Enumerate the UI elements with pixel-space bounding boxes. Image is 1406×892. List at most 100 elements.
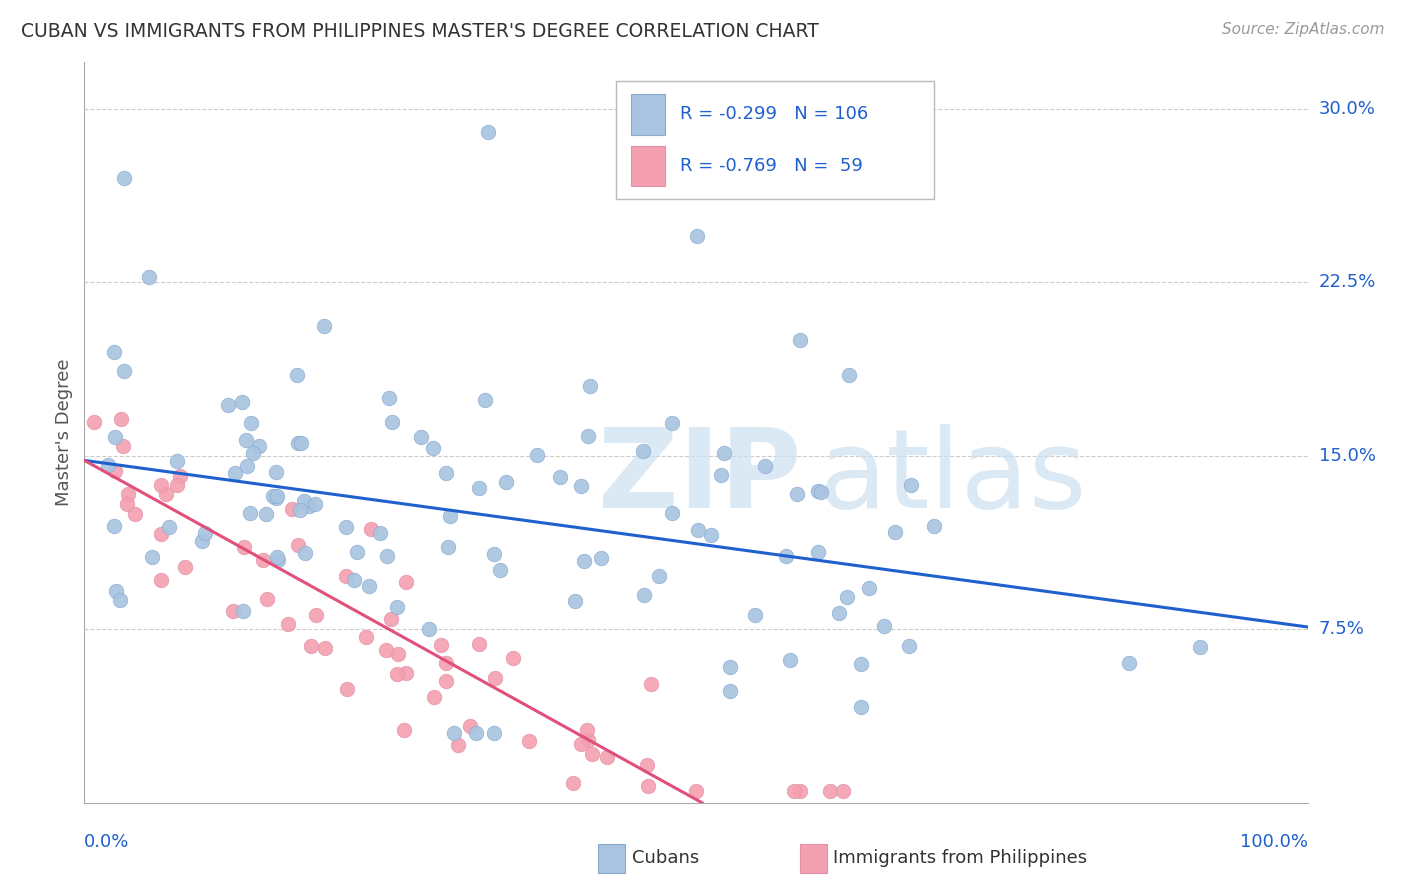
Point bbox=[395, 666, 418, 681]
Point bbox=[581, 747, 603, 762]
Point bbox=[194, 526, 217, 541]
Point bbox=[443, 726, 465, 740]
Point bbox=[343, 573, 366, 587]
Point bbox=[897, 639, 920, 653]
FancyBboxPatch shape bbox=[631, 145, 665, 186]
Point bbox=[1188, 640, 1211, 655]
Point bbox=[112, 364, 135, 378]
Point bbox=[294, 547, 316, 561]
Point bbox=[266, 550, 288, 565]
Point bbox=[112, 438, 135, 452]
Point bbox=[465, 726, 488, 740]
Point bbox=[883, 525, 905, 540]
Point bbox=[150, 478, 173, 492]
Point bbox=[236, 458, 259, 473]
Point bbox=[849, 700, 872, 714]
Point bbox=[569, 479, 592, 493]
Point bbox=[637, 757, 659, 772]
Point bbox=[1118, 656, 1140, 670]
Point bbox=[858, 582, 880, 596]
Point bbox=[378, 391, 401, 405]
Point bbox=[807, 483, 830, 498]
Text: 7.5%: 7.5% bbox=[1319, 620, 1365, 639]
Point bbox=[447, 739, 470, 753]
Point bbox=[789, 333, 811, 347]
Point bbox=[264, 491, 287, 505]
Point bbox=[713, 446, 735, 460]
Point bbox=[292, 494, 315, 508]
Point bbox=[285, 368, 308, 382]
Point bbox=[810, 484, 832, 499]
Point bbox=[108, 592, 131, 607]
Point bbox=[103, 519, 125, 533]
Point bbox=[754, 458, 776, 473]
Text: R = -0.769   N =  59: R = -0.769 N = 59 bbox=[681, 157, 863, 175]
Point bbox=[700, 528, 723, 542]
Point bbox=[232, 604, 254, 618]
Point bbox=[266, 552, 288, 566]
Point bbox=[439, 509, 461, 524]
Point bbox=[256, 591, 278, 606]
Point bbox=[262, 489, 284, 503]
Point bbox=[430, 638, 453, 652]
Point bbox=[484, 547, 506, 561]
Point bbox=[633, 444, 655, 458]
Point bbox=[718, 683, 741, 698]
FancyBboxPatch shape bbox=[616, 81, 935, 200]
Point bbox=[495, 475, 517, 490]
Point bbox=[488, 563, 510, 577]
Point bbox=[783, 784, 806, 798]
Point bbox=[710, 468, 733, 483]
Point bbox=[502, 651, 524, 665]
Point bbox=[112, 171, 135, 186]
Point bbox=[239, 506, 262, 520]
Point bbox=[437, 541, 460, 555]
Point bbox=[242, 445, 264, 459]
Point bbox=[368, 525, 391, 540]
Point bbox=[685, 784, 707, 798]
Point bbox=[484, 726, 506, 740]
Point bbox=[385, 666, 408, 681]
Point bbox=[526, 448, 548, 462]
Point bbox=[381, 415, 404, 429]
Point bbox=[835, 591, 858, 605]
FancyBboxPatch shape bbox=[800, 844, 827, 873]
Point bbox=[640, 677, 662, 691]
Point bbox=[434, 466, 457, 480]
Point bbox=[150, 526, 173, 541]
Point bbox=[418, 622, 440, 636]
Text: Cubans: Cubans bbox=[633, 849, 700, 867]
Point bbox=[266, 489, 288, 503]
Point bbox=[828, 606, 851, 620]
Point bbox=[155, 487, 177, 501]
Point bbox=[287, 538, 309, 552]
Point bbox=[247, 439, 270, 453]
Point bbox=[141, 549, 163, 564]
Point bbox=[105, 583, 128, 598]
Point bbox=[633, 588, 655, 602]
Point bbox=[392, 723, 415, 737]
Point bbox=[468, 481, 491, 495]
Point bbox=[375, 643, 398, 657]
Point bbox=[576, 428, 599, 442]
Point bbox=[718, 660, 741, 674]
Point bbox=[851, 657, 873, 672]
Point bbox=[561, 776, 583, 790]
Point bbox=[115, 497, 138, 511]
Point bbox=[97, 458, 120, 472]
Text: atlas: atlas bbox=[818, 424, 1087, 531]
Point bbox=[569, 737, 592, 751]
Point bbox=[360, 522, 382, 536]
Point bbox=[922, 519, 945, 533]
Point bbox=[477, 125, 499, 139]
Y-axis label: Master's Degree: Master's Degree bbox=[55, 359, 73, 507]
Point bbox=[314, 318, 336, 333]
Point bbox=[335, 520, 357, 534]
Point bbox=[357, 579, 380, 593]
Point bbox=[434, 673, 457, 688]
Point bbox=[336, 681, 359, 696]
Point bbox=[190, 534, 212, 549]
Point bbox=[138, 270, 160, 285]
Text: 0.0%: 0.0% bbox=[84, 833, 129, 851]
Text: CUBAN VS IMMIGRANTS FROM PHILIPPINES MASTER'S DEGREE CORRELATION CHART: CUBAN VS IMMIGRANTS FROM PHILIPPINES MAS… bbox=[21, 22, 818, 41]
